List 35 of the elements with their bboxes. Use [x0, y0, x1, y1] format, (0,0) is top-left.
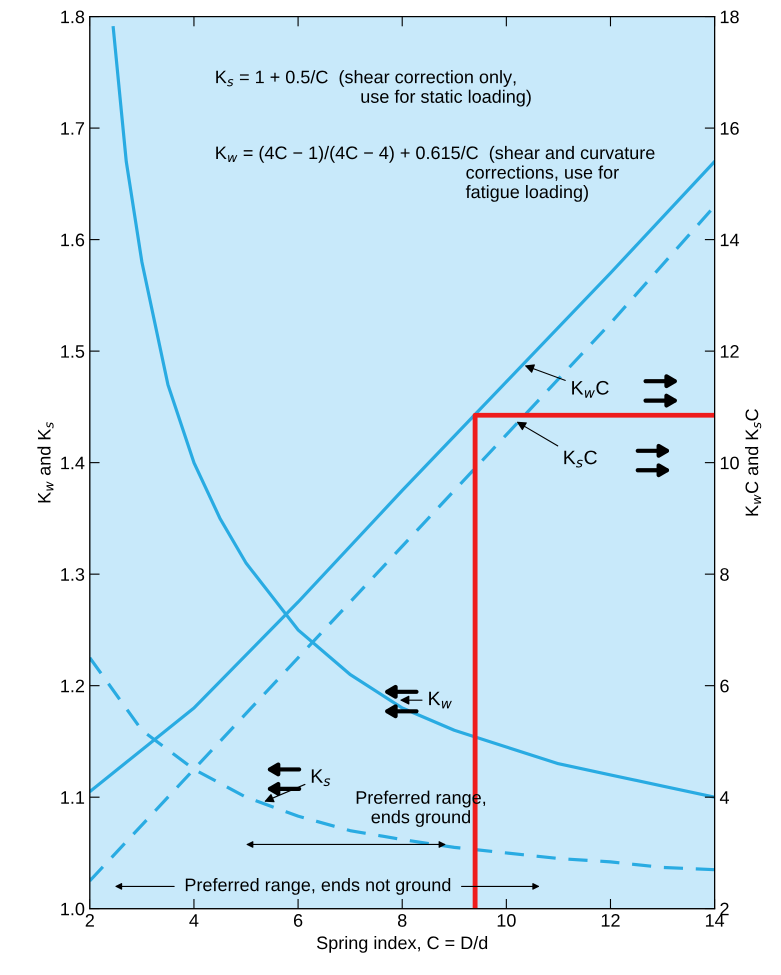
- x-tick-label: 12: [602, 914, 620, 927]
- annotation: K$_{w}$ = (4C − 1)/(4C − 4) + 0.615/C (shear and curvature corrections, use for fatigue loading): [216, 146, 655, 202]
- x-axis-title: Spring index, C = D/d: [316, 936, 488, 953]
- y2-tick-label: 4: [720, 791, 729, 804]
- y-tick-label: 1.8: [61, 10, 84, 24]
- y-tick-label: 1.2: [61, 680, 84, 692]
- annotation: K$_{w}$: [429, 692, 452, 708]
- y2-tick-label: 2: [720, 902, 729, 916]
- annotation: K$_{s}$C: [564, 450, 597, 468]
- y-tick-label: 1.1: [61, 791, 84, 804]
- annotation: K$_{s}$ = 1 + 0.5/C (shear correction only, use for static loading): [216, 70, 531, 107]
- y-tick-label: 1.7: [61, 122, 84, 135]
- x-tick-label: 4: [189, 914, 198, 927]
- y-tick-label: 1.0: [61, 902, 84, 916]
- y2-tick-label: 8: [720, 568, 729, 581]
- y2-tick-label: 10: [720, 456, 739, 470]
- annotation: Preferred range, ends not ground: [186, 878, 450, 895]
- y-tick-label: 1.5: [61, 345, 84, 358]
- y-axis-title: K$_{w}$ and K$_{s}$: [37, 422, 54, 502]
- y2-axis-title: K$_{w}$C and K$_{s}$C: [745, 409, 762, 516]
- y-tick-label: 1.4: [61, 456, 84, 470]
- x-tick-label: 14: [706, 914, 724, 927]
- y2-tick-label: 16: [720, 122, 739, 135]
- y-tick-label: 1.3: [61, 568, 84, 581]
- y2-tick-label: 14: [720, 234, 740, 246]
- x-tick-label: 10: [498, 914, 516, 927]
- x-tick-label: 6: [294, 914, 302, 927]
- annotation: K$_{s}$: [312, 769, 330, 786]
- y-tick-label: 1.6: [61, 234, 84, 246]
- x-tick-label: 2: [86, 914, 94, 927]
- y2-tick-label: 12: [720, 345, 739, 358]
- y2-tick-label: 18: [720, 10, 739, 24]
- x-tick-label: 8: [398, 914, 406, 927]
- y2-tick-label: 6: [720, 680, 729, 692]
- annotation: K$_{w}$C: [572, 380, 609, 398]
